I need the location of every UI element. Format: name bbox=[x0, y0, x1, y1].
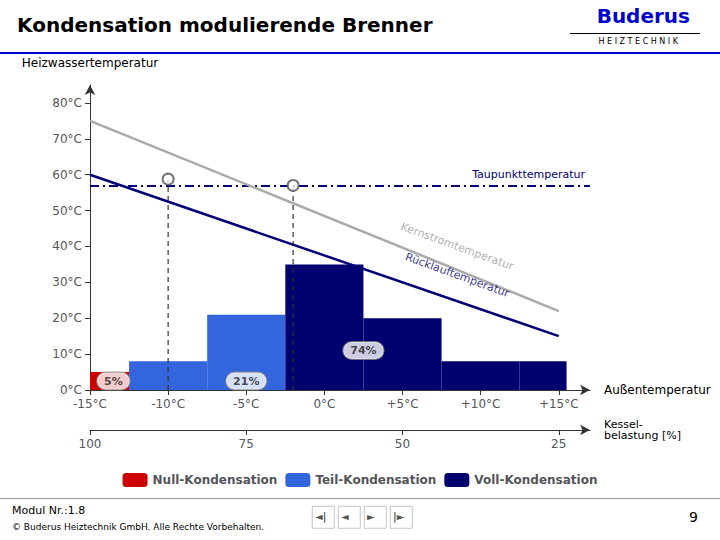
svg-text:+15°C: +15°C bbox=[539, 397, 579, 411]
svg-text:Voll-Kondensation: Voll-Kondensation bbox=[474, 473, 597, 487]
svg-text:Kernstromtemperatur: Kernstromtemperatur bbox=[399, 220, 516, 273]
svg-text:Teil-Kondensation: Teil-Kondensation bbox=[315, 473, 436, 487]
svg-text:Null-Kondensation: Null-Kondensation bbox=[153, 473, 278, 487]
svg-text:25: 25 bbox=[551, 437, 566, 451]
svg-text:70°C: 70°C bbox=[52, 132, 82, 146]
svg-text:80°C: 80°C bbox=[52, 96, 82, 110]
svg-text:Modul Nr.:1.8: Modul Nr.:1.8 bbox=[12, 504, 85, 517]
svg-text:Heizwassertemperatur: Heizwassertemperatur bbox=[22, 56, 158, 70]
svg-text:H E I Z T E C H N I K: H E I Z T E C H N I K bbox=[599, 37, 679, 46]
svg-text:Rücklauftemperatur: Rücklauftemperatur bbox=[403, 250, 511, 300]
svg-text:75: 75 bbox=[239, 437, 254, 451]
svg-text:+5°C: +5°C bbox=[386, 397, 418, 411]
svg-text:5%: 5% bbox=[104, 375, 123, 388]
svg-text:100: 100 bbox=[79, 437, 102, 451]
svg-text:Buderus: Buderus bbox=[597, 4, 690, 28]
svg-text:-5°C: -5°C bbox=[233, 397, 259, 411]
svg-text:◄: ◄ bbox=[341, 511, 349, 522]
svg-text:Außentemperatur: Außentemperatur bbox=[604, 383, 711, 397]
svg-text:Taupunkttemperatur: Taupunkttemperatur bbox=[471, 168, 585, 181]
svg-text:-10°C: -10°C bbox=[151, 397, 185, 411]
svg-text:© Buderus Heiztechnik GmbH. Al: © Buderus Heiztechnik GmbH. Alle Rechte … bbox=[12, 522, 264, 532]
svg-text:10°C: 10°C bbox=[52, 347, 82, 361]
svg-text:0°C: 0°C bbox=[313, 397, 335, 411]
svg-text:9: 9 bbox=[689, 509, 698, 525]
svg-text:50°C: 50°C bbox=[52, 204, 82, 218]
svg-text:►: ► bbox=[367, 511, 375, 522]
svg-text:+10°C: +10°C bbox=[461, 397, 501, 411]
svg-text:belastung [%]: belastung [%] bbox=[604, 429, 681, 442]
svg-text:Kondensation modulierende Bren: Kondensation modulierende Brenner bbox=[17, 13, 433, 37]
svg-text:74%: 74% bbox=[350, 344, 376, 357]
svg-text:20°C: 20°C bbox=[52, 311, 82, 325]
svg-text:60°C: 60°C bbox=[52, 168, 82, 182]
svg-text:30°C: 30°C bbox=[52, 275, 82, 289]
svg-text:50: 50 bbox=[395, 437, 410, 451]
svg-text:◄|: ◄| bbox=[315, 511, 326, 523]
svg-text:21%: 21% bbox=[233, 375, 259, 388]
svg-text:|►: |► bbox=[393, 511, 405, 523]
svg-text:40°C: 40°C bbox=[52, 239, 82, 253]
svg-text:-15°C: -15°C bbox=[73, 397, 107, 411]
svg-text:0°C: 0°C bbox=[60, 383, 82, 397]
svg-text:Kessel-: Kessel- bbox=[604, 418, 643, 431]
